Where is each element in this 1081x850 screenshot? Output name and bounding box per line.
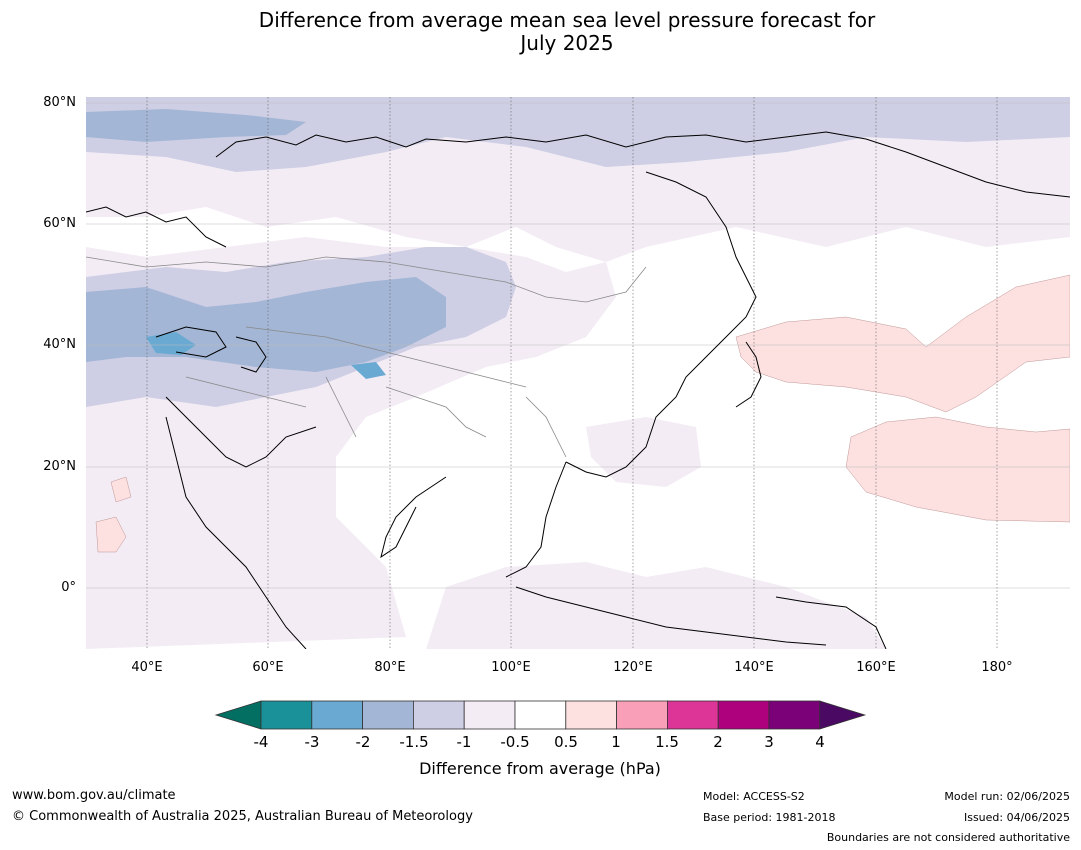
- coastlines: [86, 131, 1070, 649]
- lon-label-40e: 40°E: [131, 660, 163, 675]
- anomaly-region-light-pacific: [586, 417, 701, 487]
- colorbar: [214, 700, 867, 730]
- colorbar-bin: [311, 700, 364, 730]
- lon-label-100e: 100°E: [491, 660, 531, 675]
- map-canvas: [86, 97, 1070, 649]
- positive-region-arabia: [110, 476, 132, 503]
- colorbar-bin: [768, 700, 821, 730]
- cbar-tick: 1: [611, 733, 621, 751]
- copyright-text: © Commonwealth of Australia 2025, Austra…: [12, 809, 473, 824]
- anomaly-shading-deep: [146, 332, 386, 379]
- latitude-lines: [86, 102, 1070, 589]
- model-run-date: Model run: 02/06/2025: [944, 790, 1070, 803]
- website-link[interactable]: www.bom.gov.au/climate: [12, 788, 176, 803]
- colorbar-bin: [463, 700, 516, 730]
- model-name: Model: ACCESS-S2: [703, 790, 805, 803]
- cbar-tick: -4: [253, 733, 269, 751]
- anomaly-region-light-south: [426, 562, 886, 649]
- colorbar-bin: [260, 700, 313, 730]
- colorbar-bin: [616, 700, 668, 730]
- positive-region-subtropical-pacific: [845, 416, 1070, 523]
- lat-label-40n: 40°N: [43, 337, 76, 352]
- colorbar-label: Difference from average (hPa): [419, 759, 661, 778]
- lat-label-60n: 60°N: [43, 216, 76, 231]
- positive-region-africa: [95, 516, 127, 553]
- cbar-tick: 4: [815, 733, 825, 751]
- colorbar-bin: [514, 700, 567, 730]
- cbar-tick: -1.5: [399, 733, 429, 751]
- title-line-1: Difference from average mean sea level p…: [258, 8, 876, 32]
- anomaly-region-scandinavia: [86, 109, 306, 142]
- map-title: Difference from average mean sea level p…: [200, 9, 934, 55]
- lat-label-80n: 80°N: [43, 95, 76, 110]
- anomaly-region-tibet-core: [351, 362, 386, 379]
- colorbar-over-arrow: [819, 700, 867, 730]
- colorbar-bin: [717, 700, 770, 730]
- colorbar-bin: [666, 700, 719, 730]
- lat-label-equator: 0°: [61, 580, 76, 595]
- anomaly-region-arctic: [86, 97, 1070, 172]
- lon-label-180: 180°: [981, 660, 1013, 675]
- cbar-tick: -0.5: [500, 733, 530, 751]
- lat-label-20n: 20°N: [43, 459, 76, 474]
- positive-shading: [95, 274, 1070, 553]
- graticule: [146, 97, 998, 649]
- colorbar-bin: [362, 700, 414, 730]
- lon-label-120e: 120°E: [613, 660, 653, 675]
- colorbar-bin: [565, 700, 617, 730]
- colorbar-under-arrow: [214, 700, 262, 730]
- forecast-map: [86, 97, 1070, 649]
- boundaries-disclaimer: Boundaries are not considered authoritat…: [826, 831, 1070, 844]
- cbar-tick: 3: [764, 733, 774, 751]
- cbar-tick: -3: [304, 733, 320, 751]
- cbar-tick: 2: [713, 733, 723, 751]
- lon-label-60e: 60°E: [252, 660, 284, 675]
- lon-label-160e: 160°E: [856, 660, 896, 675]
- base-period: Base period: 1981-2018: [703, 811, 836, 824]
- issued-date: Issued: 04/06/2025: [963, 811, 1070, 824]
- cbar-tick: 0.5: [554, 733, 578, 751]
- title-line-2: July 2025: [520, 31, 614, 55]
- cbar-tick: -2: [355, 733, 371, 751]
- anomaly-region-light-arctic-east: [646, 137, 1070, 237]
- positive-region-north-pacific: [735, 274, 1070, 413]
- cbar-tick: -1: [456, 733, 472, 751]
- lon-label-80e: 80°E: [374, 660, 406, 675]
- anomaly-region-caspian-core: [146, 332, 196, 355]
- cbar-tick: 1.5: [655, 733, 679, 751]
- lon-label-140e: 140°E: [734, 660, 774, 675]
- colorbar-bin: [412, 700, 465, 730]
- country-borders: [86, 256, 647, 458]
